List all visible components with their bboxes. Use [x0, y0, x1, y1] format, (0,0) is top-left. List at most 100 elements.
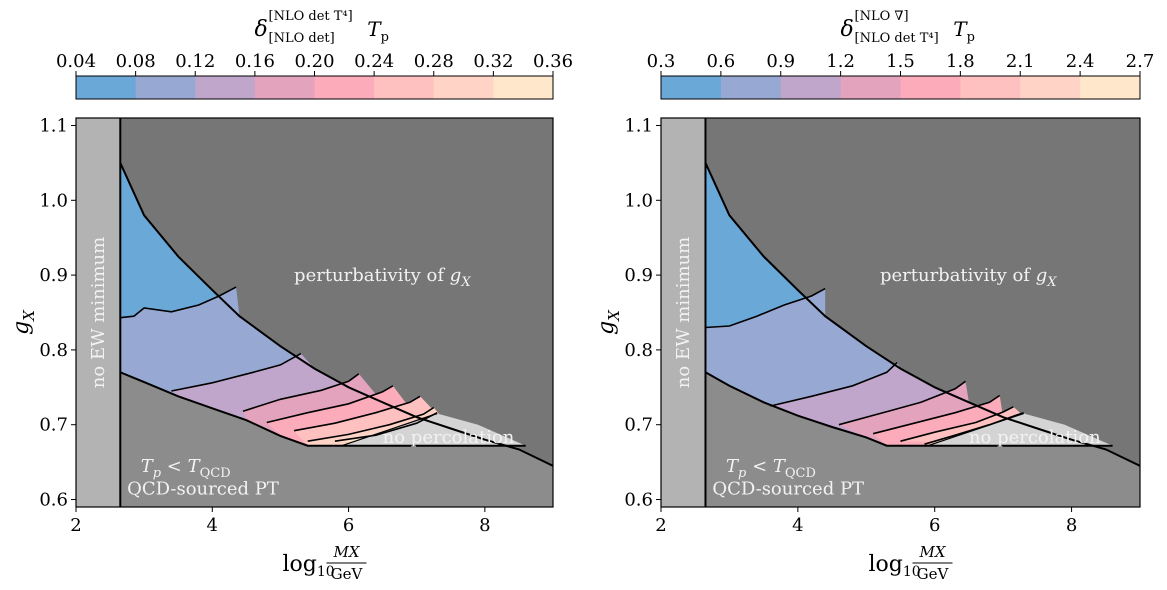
colorbar-title-p: p: [967, 30, 975, 45]
colorbar-segment: [1080, 76, 1141, 99]
colorbar-segment: [76, 76, 137, 99]
x-label-denominator: GeV: [917, 565, 950, 583]
colorbar-segment: [1020, 76, 1081, 99]
colorbar-segment: [433, 76, 494, 99]
colorbar-tick-label: 1.8: [946, 51, 975, 72]
perturbativity-label: perturbativity of gX: [880, 265, 1057, 290]
perturbativity-region: [120, 118, 553, 466]
tp-qcd-label: Tp < TQCD: [141, 456, 231, 481]
tp-qcd-label: Tp < TQCD: [726, 456, 816, 481]
y-tick-label: 1.0: [624, 190, 653, 211]
y-label-subscript: X: [20, 309, 38, 322]
contour-line: [838, 380, 966, 426]
x-label-numerator: MX: [332, 543, 360, 561]
perturbativity-subscript: X: [1046, 275, 1057, 290]
x-tick-label: 4: [792, 515, 803, 536]
no-percolation-label: no percolation: [969, 427, 1101, 448]
colorbar-tick-label: 2.4: [1066, 51, 1095, 72]
contour-line: [266, 385, 394, 424]
colorbar-title-tp: Tp: [367, 17, 389, 45]
perturbativity-symbol: g: [450, 265, 462, 286]
perturbativity-text: perturbativity of: [294, 265, 450, 286]
contour-line: [307, 406, 435, 442]
colorbar-tick-label: 0.36: [533, 51, 573, 72]
x-label-fraction: MX GeV: [326, 543, 367, 583]
tp-symbol: T: [726, 456, 740, 477]
contour-line: [770, 362, 898, 407]
y-axis-label: gX: [594, 309, 623, 335]
x-axis-label: log10: [869, 552, 921, 580]
y-tick-label: 0.7: [39, 415, 68, 436]
tqcd-subscript: QCD: [200, 466, 231, 481]
plot-frame: [660, 117, 1141, 508]
perturbativity-boundary: [704, 162, 1140, 467]
colorbar-segment: [720, 76, 782, 99]
colorbar-segment: [254, 76, 315, 99]
no-percolation-edge: [341, 412, 438, 447]
contour-line: [242, 373, 360, 412]
y-tick-label: 0.6: [624, 490, 653, 511]
contour-line: [900, 406, 1014, 442]
colorbar-segment: [135, 76, 196, 99]
colorbar-tick-label: 2.7: [1126, 51, 1155, 72]
colorbar-tick-label: 0.08: [116, 51, 156, 72]
contour-line: [872, 394, 1001, 435]
x-label-numerator: MX: [918, 543, 946, 561]
no-ew-minimum-region: [661, 118, 706, 507]
y-label-symbol: g: [594, 321, 619, 335]
no-ew-minimum-region: [76, 118, 121, 507]
perturbativity-symbol: g: [1036, 265, 1048, 286]
y-tick-label: 0.7: [624, 415, 653, 436]
y-label-subscript: X: [605, 309, 623, 322]
colorbar-title-t: T: [953, 17, 968, 41]
colorbar-tick-label: 0.28: [414, 51, 454, 72]
colorbar-segment: [493, 76, 554, 99]
x-tick-label: 2: [655, 515, 666, 536]
colorbar-title-subscript: [NLO det T⁴]: [855, 31, 939, 46]
colorbar-segment: [960, 76, 1021, 99]
colorbar-tick-label: 0.32: [473, 51, 513, 72]
colorbar-title-p: p: [381, 30, 389, 45]
no-percolation-edge: [927, 412, 1024, 447]
colorbar-tick-label: 0.04: [56, 51, 96, 72]
x-label-subscript: 10: [317, 564, 335, 580]
x-tick-label: 6: [929, 515, 940, 536]
y-axis-label: gX: [9, 309, 38, 335]
lower-boundary: [705, 371, 1113, 447]
perturbativity-boundary: [119, 162, 553, 467]
qcd-sourced-label: QCD-sourced PT: [127, 478, 279, 499]
colorbar-segment: [314, 76, 375, 99]
colorbar-tick-label: 2.1: [1006, 51, 1035, 72]
y-tick-label: 1.1: [39, 115, 68, 136]
colorbar-tick-label: 0.6: [707, 51, 736, 72]
y-tick-label: 0.8: [624, 340, 653, 361]
colorbar-segment: [374, 76, 435, 99]
x-label-log: log: [869, 552, 903, 577]
colorbar-title-tp: Tp: [953, 17, 975, 45]
x-label-denominator: GeV: [331, 565, 364, 583]
tp-relation: < T: [746, 456, 787, 477]
colorbar-title: δ[NLO det T⁴] [NLO det] Tp: [255, 9, 389, 46]
y-tick-label: 0.6: [39, 490, 68, 511]
y-tick-label: 0.9: [624, 265, 653, 286]
contour-line: [705, 287, 826, 329]
colorbar-tick-label: 0.24: [354, 51, 394, 72]
contour-line: [171, 352, 302, 392]
colorbar-segment: [195, 76, 256, 99]
x-tick-label: 6: [343, 515, 354, 536]
x-label-fraction: MX GeV: [912, 543, 953, 583]
colorbar-segment: [780, 76, 842, 99]
tp-symbol: T: [141, 456, 155, 477]
x-tick-label: 8: [479, 515, 490, 536]
colorbar-title: δ[NLO ∇] [NLO det T⁴] Tp: [841, 9, 975, 46]
x-label-subscript: 10: [903, 564, 921, 580]
contour-line: [293, 395, 421, 432]
colorbar-tick-label: 0.20: [294, 51, 334, 72]
colorbar-title-subscript: [NLO det]: [269, 31, 335, 46]
y-label-symbol: g: [9, 321, 34, 335]
tp-relation: < T: [161, 456, 202, 477]
colorbar-title-superscript: [NLO det T⁴]: [269, 9, 353, 24]
